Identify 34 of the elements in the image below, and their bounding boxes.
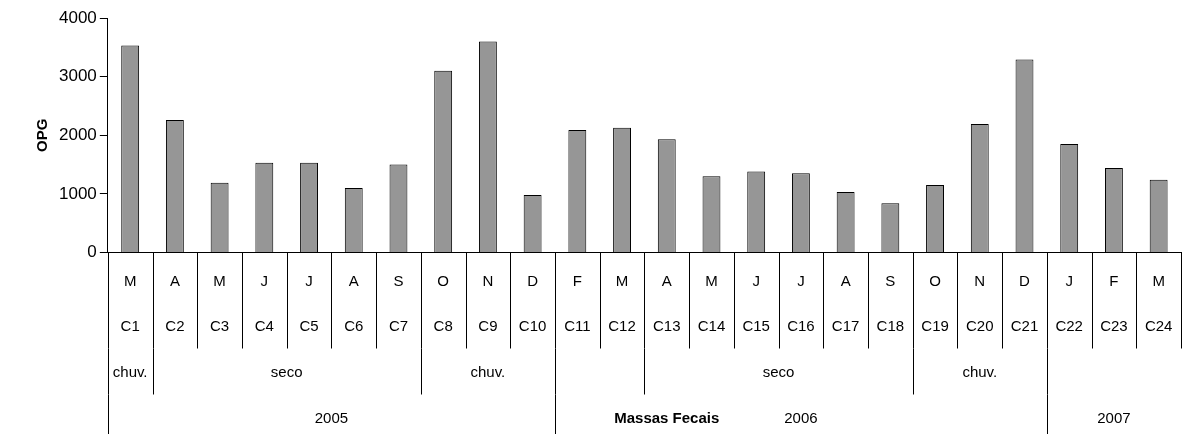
text: seco [270,362,303,380]
category-label: A C6 [344,271,364,335]
category-label: A C2 [165,271,185,335]
category-label: D C10 [518,271,547,335]
category-label: S C18 [876,271,905,335]
text: 2005 [314,408,349,426]
category-label: A C17 [831,271,860,335]
category-label: J C22 [1055,271,1083,335]
category-label: S C7 [388,271,409,335]
text: 2006 [784,408,818,426]
category-label: A C13 [653,271,681,335]
y-tick-label: 1000 [58,183,97,203]
category-label: D C21 [1010,271,1039,335]
text: chuv. [962,362,998,380]
y-tick-label: 3000 [58,66,97,86]
category-label: M C12 [608,271,636,335]
category-label: M C24 [1144,271,1173,335]
text: Massas Fecais [614,408,720,426]
category-label: O C19 [921,271,949,335]
text: seco [762,362,795,380]
category-label: J C16 [787,271,815,335]
y-tick-label: 0 [87,242,97,262]
category-label: M C14 [697,271,726,335]
category-label: F C23 [1100,271,1128,335]
category-label: M C3 [210,271,230,335]
y-tick-label: 2000 [58,124,97,144]
text: chuv. [112,362,148,380]
category-label: O C8 [433,271,453,335]
text: 2007 [1097,408,1131,426]
y-tick-label: 4000 [58,7,97,27]
text: chuv. [470,362,506,380]
category-label: J C5 [299,271,319,335]
category-label: F C11 [564,271,591,335]
y-axis-title: OPG [33,118,51,152]
